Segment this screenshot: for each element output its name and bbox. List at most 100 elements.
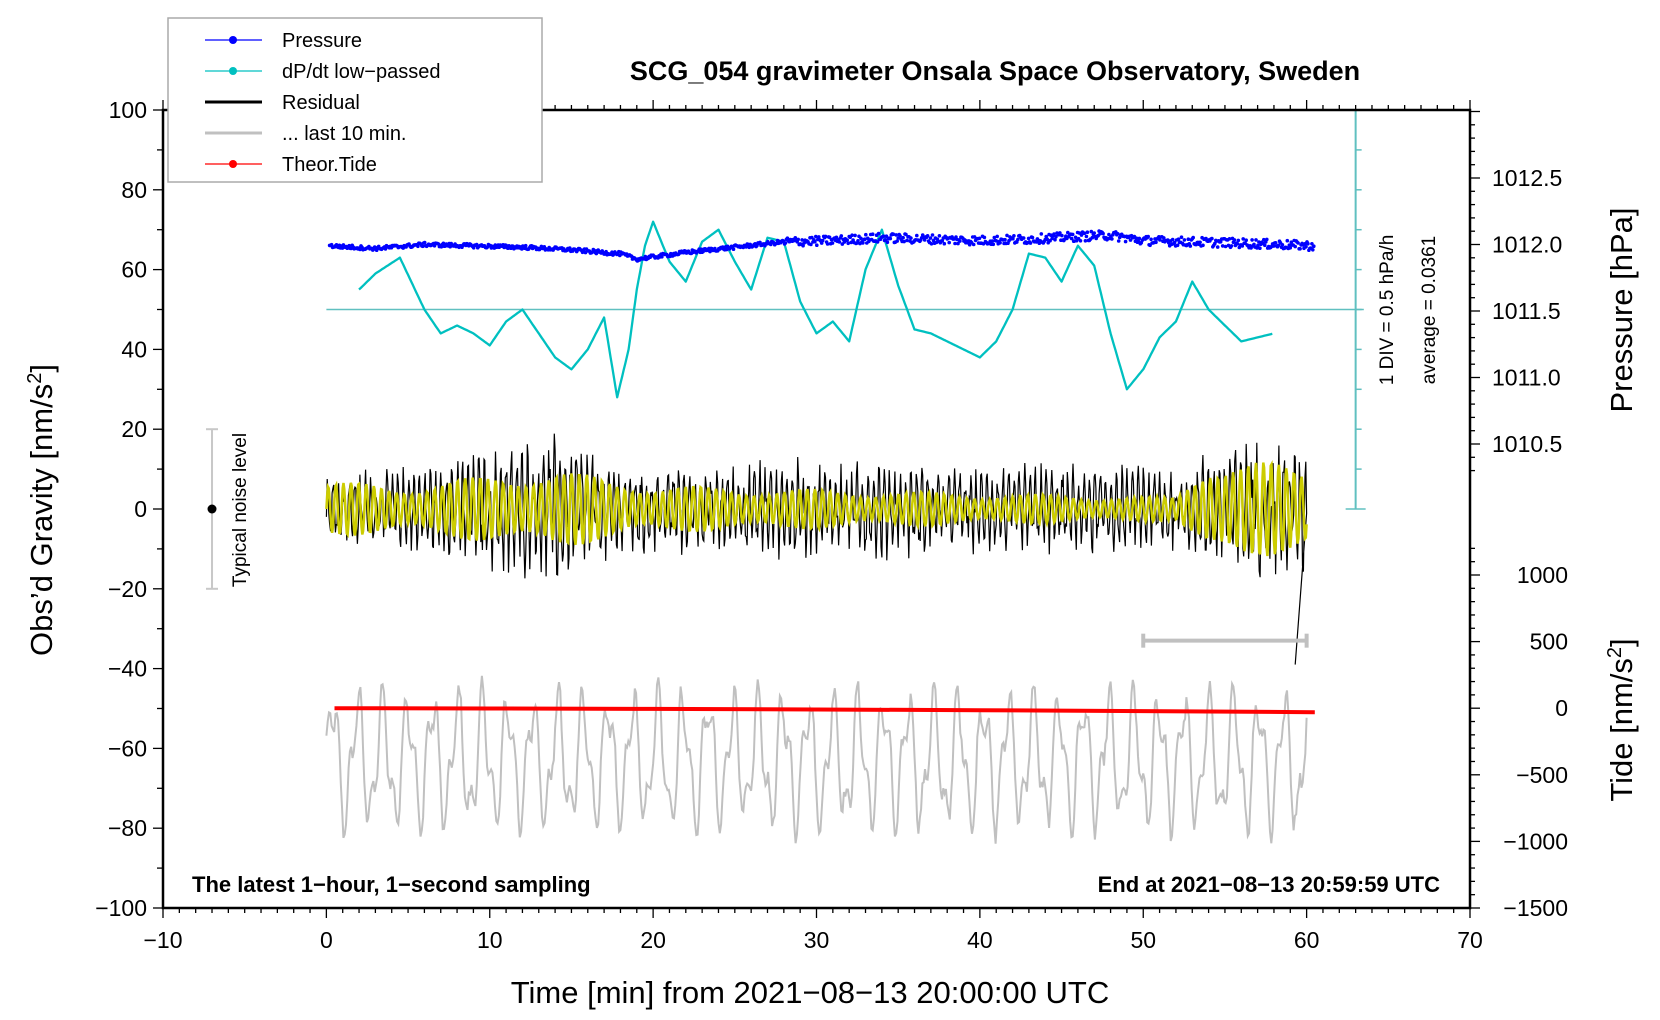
pressure-point: [1263, 243, 1267, 248]
pressure-point: [823, 234, 828, 239]
pressure-point: [1166, 238, 1170, 242]
pressure-point: [1054, 234, 1058, 239]
dpdt-line: [358, 220, 1273, 399]
legend-item: ... last 10 min.: [205, 123, 407, 145]
pressure-point: [758, 240, 762, 245]
noise-center-dot: [207, 504, 217, 514]
pressure-point: [1028, 241, 1033, 245]
pressure-point: [998, 241, 1002, 245]
pressure-point: [769, 242, 773, 247]
pressure-point: [1186, 237, 1191, 241]
pressure-tick-label: 1012.5: [1492, 165, 1562, 191]
pressure-point: [523, 243, 528, 248]
pressure-point: [422, 240, 427, 245]
pressure-point: [820, 238, 825, 243]
x-tick-label: 50: [1130, 927, 1156, 953]
pressure-point: [1101, 231, 1105, 236]
pressure-point: [744, 245, 748, 249]
pressure-point: [1149, 237, 1153, 242]
y-axis-label-left-end: ]: [24, 364, 59, 373]
pressure-point: [441, 241, 446, 246]
pressure-point: [1039, 232, 1044, 236]
pressure-point: [800, 238, 804, 242]
pressure-point: [1179, 235, 1184, 239]
pressure-point: [1052, 232, 1056, 236]
pressure-point: [905, 238, 909, 243]
pressure-point: [1229, 244, 1234, 248]
pressure-point: [1137, 236, 1142, 241]
tide-tick-label: −1500: [1503, 895, 1568, 921]
pressure-point: [1232, 238, 1237, 242]
pressure-point: [902, 239, 906, 244]
pressure-point: [817, 235, 821, 239]
pressure-point: [1256, 243, 1260, 248]
y-tick-label: −100: [95, 895, 147, 921]
pressure-point: [1060, 233, 1064, 238]
pressure-point: [1082, 231, 1087, 235]
pressure-point: [1134, 236, 1139, 240]
pressure-point: [845, 238, 849, 242]
pressure-point: [1078, 239, 1083, 243]
pressure-point: [1090, 235, 1095, 240]
pressure-point: [1123, 239, 1128, 244]
pressure-point: [1215, 245, 1220, 249]
pressure-point: [1223, 244, 1228, 249]
pressure-point: [853, 233, 857, 238]
pressure-point: [895, 239, 899, 243]
pressure-point: [1288, 246, 1293, 250]
pressure-point: [884, 234, 889, 238]
pressure-tick-label: 1011.5: [1492, 298, 1561, 324]
plot-area: [206, 109, 1366, 844]
pressure-point: [1273, 241, 1278, 245]
pressure-point: [374, 248, 379, 252]
pressure-point: [731, 247, 736, 251]
y-axis-label-pressure: Pressure [hPa]: [1604, 207, 1639, 412]
legend-item: dP/dt low−passed: [205, 61, 440, 83]
pressure-point: [594, 251, 599, 256]
y-tick-label: 100: [109, 97, 147, 123]
pressure-point: [1162, 236, 1166, 240]
pressure-point: [1252, 242, 1256, 247]
pressure-point: [937, 234, 942, 238]
pressure-point: [1235, 242, 1240, 246]
residual-line: [325, 433, 1308, 665]
pressure-point: [1136, 239, 1141, 243]
pressure-point: [1293, 244, 1297, 249]
y-tick-label: −40: [108, 656, 147, 682]
pressure-point: [1012, 234, 1016, 238]
pressure-point: [1289, 240, 1294, 244]
pressure-point: [809, 242, 813, 247]
pressure-point: [1069, 236, 1074, 241]
pressure-point: [1218, 240, 1223, 244]
pressure-point: [990, 239, 995, 243]
pressure-point: [1026, 236, 1031, 241]
pressure-point: [421, 244, 425, 249]
pressure-point: [876, 231, 881, 236]
pressure-point: [1296, 241, 1300, 245]
pressure-point: [1298, 247, 1302, 251]
pressure-point: [1191, 235, 1195, 240]
legend-label: dP/dt low−passed: [282, 61, 440, 83]
pressure-point: [870, 232, 875, 236]
pressure-point: [1254, 238, 1258, 242]
y-axis-label-left-text: Obs’d Gravity [nm/s: [24, 384, 59, 656]
pressure-point: [1085, 230, 1090, 234]
tide-tick-label: 0: [1555, 695, 1568, 721]
pressure-point: [995, 234, 999, 239]
pressure-point: [801, 243, 805, 248]
x-tick-label: 0: [320, 927, 333, 953]
pressure-point: [1175, 243, 1180, 248]
end-time-annotation: End at 2021−08−13 20:59:59 UTC: [1098, 872, 1441, 897]
chart-title: SCG_054 gravimeter Onsala Space Observat…: [630, 56, 1360, 86]
tide-tick-label: −500: [1516, 762, 1568, 788]
pressure-point: [859, 236, 863, 241]
y-tick-label: 60: [121, 257, 147, 283]
pressure-point: [1116, 239, 1121, 243]
pressure-point: [1285, 238, 1290, 243]
y-axis-label-left: Obs’d Gravity [nm/s2]: [24, 364, 59, 656]
y-axis-label-left-sup: 2: [24, 373, 46, 384]
pressure-point: [1003, 237, 1007, 242]
pressure-point: [1016, 237, 1020, 242]
pressure-point: [1083, 239, 1088, 243]
